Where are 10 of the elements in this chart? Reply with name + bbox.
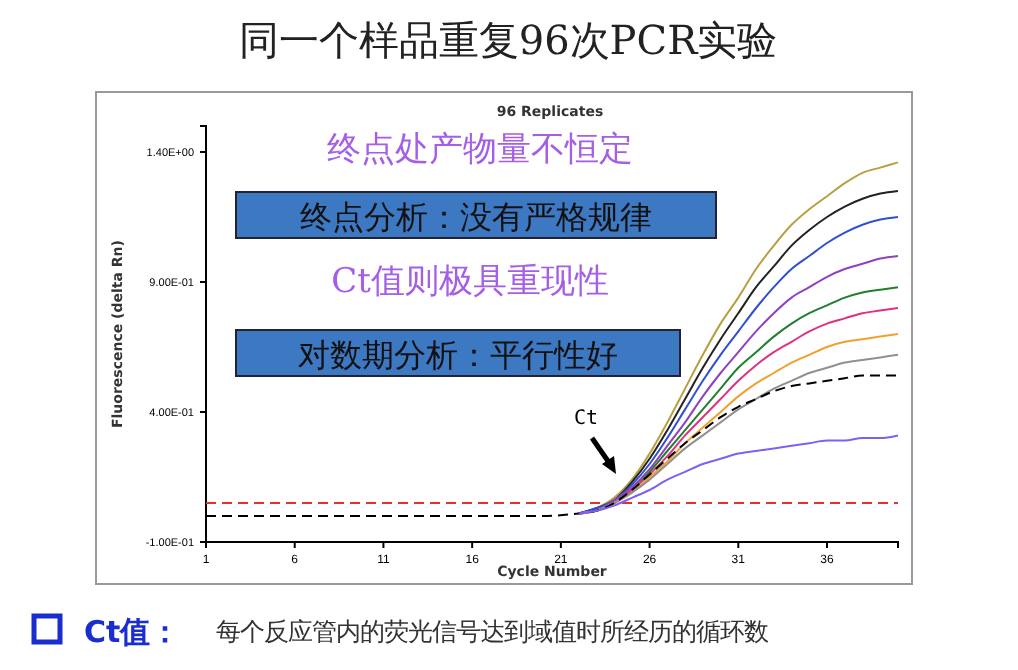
- annotation: Ct值则极具重现性: [331, 262, 609, 302]
- text: Ct值：: [84, 614, 181, 650]
- chart-title: 同一个样品重复96次PCR实验: [238, 16, 778, 64]
- annotation: 终点处产物量不恒定: [327, 130, 633, 170]
- annotation: 对数期分析：平行性好: [298, 336, 618, 374]
- line-series: [577, 434, 899, 515]
- annotation: 终点分析：没有严格规律: [300, 198, 652, 236]
- text: 每个反应管内的荧光信号达到域值时所经历的循环数: [216, 616, 768, 646]
- annotation: Ct: [573, 408, 599, 430]
- line-series: [613, 286, 899, 504]
